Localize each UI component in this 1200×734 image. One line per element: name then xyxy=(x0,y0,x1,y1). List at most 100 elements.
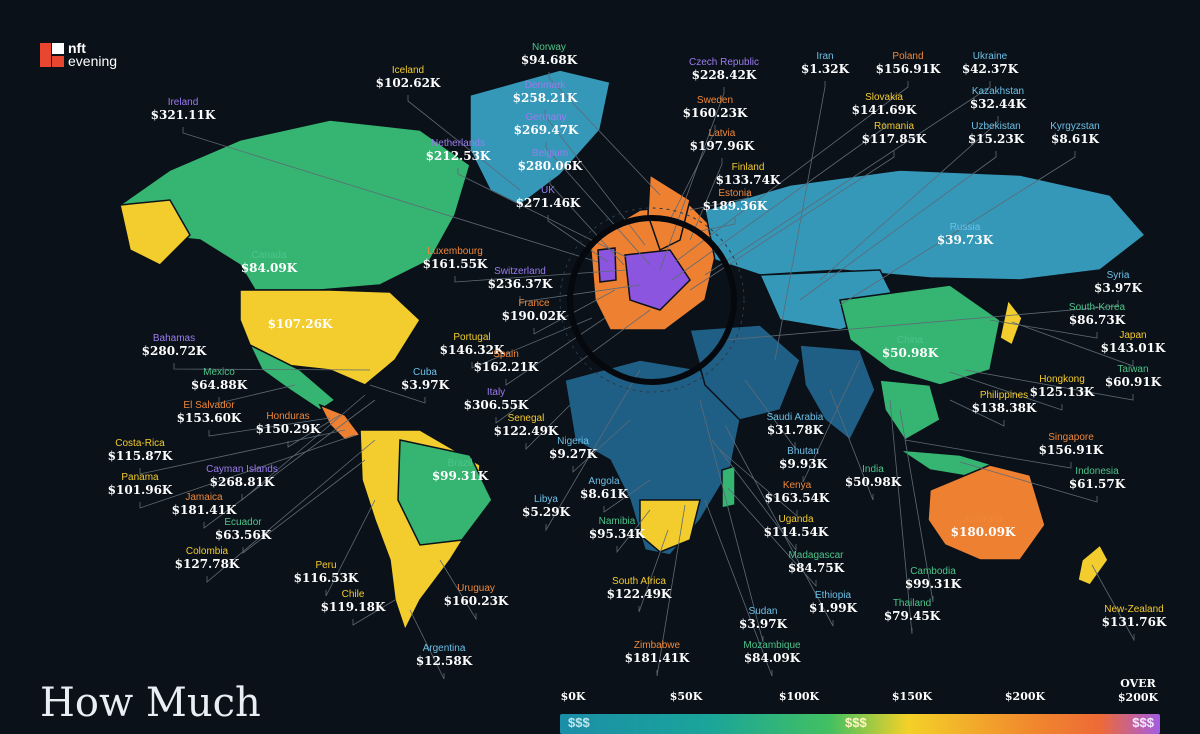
country-value: $212.53K xyxy=(425,148,491,163)
leader-line-ecuador xyxy=(242,459,366,554)
country-value: $156.91K xyxy=(875,61,941,76)
leader-line-italy xyxy=(495,309,651,424)
country-name: Norway xyxy=(532,42,566,53)
country-value: $60.91K xyxy=(1104,374,1162,389)
country-name: Ukraine xyxy=(972,51,1008,62)
country-value: $39.73K xyxy=(936,232,994,247)
leader-line-colombia xyxy=(206,439,376,583)
leader-line-honduras xyxy=(287,414,341,448)
country-label-uzbekistan: Uzbekistan $15.23K xyxy=(968,121,1024,146)
leader-line-norway xyxy=(548,72,661,196)
country-name: Senegal xyxy=(507,413,545,424)
country-label-bhutan: Bhutan $9.93K xyxy=(779,446,827,471)
country-label-syria: Syria $3.97K xyxy=(1094,270,1142,295)
country-name: India xyxy=(862,464,884,475)
country-value: $127.78K xyxy=(174,556,240,571)
country-label-norway: Norway $94.68K xyxy=(521,42,577,67)
country-label-hongkong: Hongkong $125.13K xyxy=(1030,374,1095,399)
leader-lines xyxy=(139,72,1135,680)
country-name: Panama xyxy=(121,472,159,483)
country-label-poland: Poland $156.91K xyxy=(876,51,941,76)
country-value: $122.49K xyxy=(493,423,559,438)
country-value: $115.87K xyxy=(107,448,173,463)
country-value: $3.97K xyxy=(400,377,450,392)
country-label-slovakia: Slovakia $141.69K xyxy=(852,92,917,117)
country-name: Uganda xyxy=(778,514,814,525)
europe-magnifier-guide xyxy=(559,207,745,393)
country-label-uruguay: Uruguay $160.23K xyxy=(444,583,509,608)
country-value: $321.11K xyxy=(150,107,216,122)
country-name: Namibia xyxy=(598,516,636,527)
country-name: Colombia xyxy=(185,546,229,557)
land-new-zealand xyxy=(1077,543,1109,586)
leader-line-japan xyxy=(1011,321,1134,367)
country-value: $32.44K xyxy=(969,96,1027,111)
country-label-japan: Japan $143.01K xyxy=(1101,330,1166,355)
country-label-iceland: Iceland $102.62K xyxy=(376,65,441,90)
country-value: $94.68K xyxy=(520,52,578,67)
country-name: Argentina xyxy=(422,643,466,654)
country-value: $99.31K xyxy=(431,468,489,483)
country-value: $197.96K xyxy=(689,138,755,153)
country-name: Finland xyxy=(731,162,765,173)
leader-line-finland xyxy=(689,192,749,211)
country-name: Cayman Islands xyxy=(206,464,278,475)
country-value: $133.74K xyxy=(715,172,781,187)
country-label-panama: Panama $101.96K xyxy=(108,472,173,497)
land-japan xyxy=(999,298,1023,347)
country-name: Hongkong xyxy=(1039,374,1085,385)
leader-line-argentina xyxy=(409,609,445,680)
country-label-uganda: Uganda $114.54K xyxy=(764,514,829,539)
country-label-finland: Finland $133.74K xyxy=(716,162,781,187)
country-value: $163.54K xyxy=(764,490,830,505)
legend-tick: $50K xyxy=(669,690,703,703)
country-label-zimbabwe: Zimbabwe $181.41K xyxy=(625,640,690,665)
country-label-estonia: Estonia $189.36K xyxy=(703,188,768,213)
country-label-sweden: Sweden $160.23K xyxy=(683,95,748,120)
country-name: Honduras xyxy=(266,411,310,422)
leader-line-bahamas xyxy=(173,363,371,371)
country-label-switzerland: Switzerland $236.37K xyxy=(488,266,553,291)
country-name: Switzerland xyxy=(494,266,546,277)
country-label-costa-rica: Costa-Rica $115.87K xyxy=(108,438,173,463)
country-label-singapore: Singapore $156.91K xyxy=(1039,432,1104,457)
leader-line-mexico xyxy=(218,384,296,404)
country-name: UK xyxy=(541,185,555,196)
country-value: $114.54K xyxy=(763,524,829,539)
country-label-iran: Iran $1.32K xyxy=(801,51,849,76)
land-greenland xyxy=(469,69,611,206)
leader-line-madagascar xyxy=(727,487,817,588)
country-label-germany: Germany $269.47K xyxy=(514,112,579,137)
leader-line-saudi-arabia xyxy=(744,379,796,450)
country-label-india: India $50.98K xyxy=(845,464,901,489)
country-name: Libya xyxy=(534,494,558,505)
country-value: $258.21K xyxy=(512,90,578,105)
country-label-philippines: Philippines $138.38K xyxy=(972,390,1037,415)
land-south-africa xyxy=(639,499,701,553)
leader-line-philippines xyxy=(949,399,1005,427)
country-label-jamaica: Jamaica $181.41K xyxy=(172,492,237,517)
country-name: Netherlands xyxy=(431,138,485,149)
leader-line-france xyxy=(533,289,616,335)
leader-line-angola xyxy=(603,479,651,513)
brand-line2: evening xyxy=(68,53,118,69)
country-value: $138.38K xyxy=(971,400,1037,415)
leader-line-taiwan xyxy=(964,369,1134,401)
country-name: Estonia xyxy=(718,188,752,199)
leader-line-peru xyxy=(325,499,376,597)
country-value: $162.21K xyxy=(473,359,539,374)
country-value: $79.45K xyxy=(883,608,941,623)
legend-symbol-high: $$$ xyxy=(1132,715,1154,730)
brand-name: nft evening xyxy=(68,41,118,69)
country-label-new-zealand: New-Zealand $131.76K xyxy=(1102,604,1167,629)
country-name: South Africa xyxy=(612,576,666,587)
country-value: $160.23K xyxy=(443,593,509,608)
leader-line-panama xyxy=(139,434,356,509)
country-label-south-africa: South Africa $122.49K xyxy=(607,576,672,601)
land-central-europe xyxy=(624,249,691,311)
country-label-brazil: Brazil $99.31K xyxy=(432,458,488,483)
leader-line-netherlands xyxy=(457,168,629,259)
country-name: Spain xyxy=(493,349,519,360)
country-name: Denmark xyxy=(524,80,566,91)
leader-line-el-salvador xyxy=(208,417,331,437)
